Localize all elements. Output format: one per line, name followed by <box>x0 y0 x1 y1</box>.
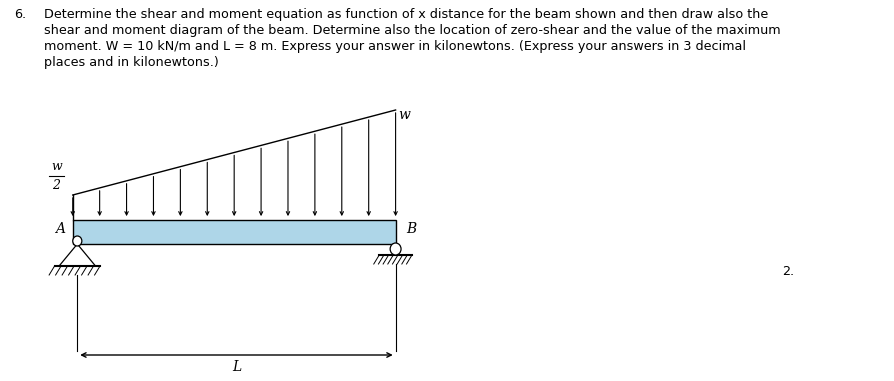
Text: 2: 2 <box>53 179 61 192</box>
Text: w: w <box>399 108 410 122</box>
Text: 6.: 6. <box>13 8 26 21</box>
Circle shape <box>390 243 401 255</box>
Text: w: w <box>51 160 62 173</box>
Text: moment. W = 10 kN/m and L = 8 m. Express your answer in kilonewtons. (Express yo: moment. W = 10 kN/m and L = 8 m. Express… <box>44 40 746 53</box>
Polygon shape <box>59 244 96 266</box>
Text: 2.: 2. <box>782 265 794 278</box>
Text: places and in kilonewtons.): places and in kilonewtons.) <box>44 56 218 69</box>
Text: shear and moment diagram of the beam. Determine also the location of zero-shear : shear and moment diagram of the beam. De… <box>44 24 780 37</box>
Text: Determine the shear and moment equation as function of x distance for the beam s: Determine the shear and moment equation … <box>44 8 768 21</box>
Text: B: B <box>407 222 417 236</box>
Text: A: A <box>55 222 65 236</box>
Bar <box>72 220 396 244</box>
Circle shape <box>72 236 82 246</box>
Text: L: L <box>232 360 241 374</box>
